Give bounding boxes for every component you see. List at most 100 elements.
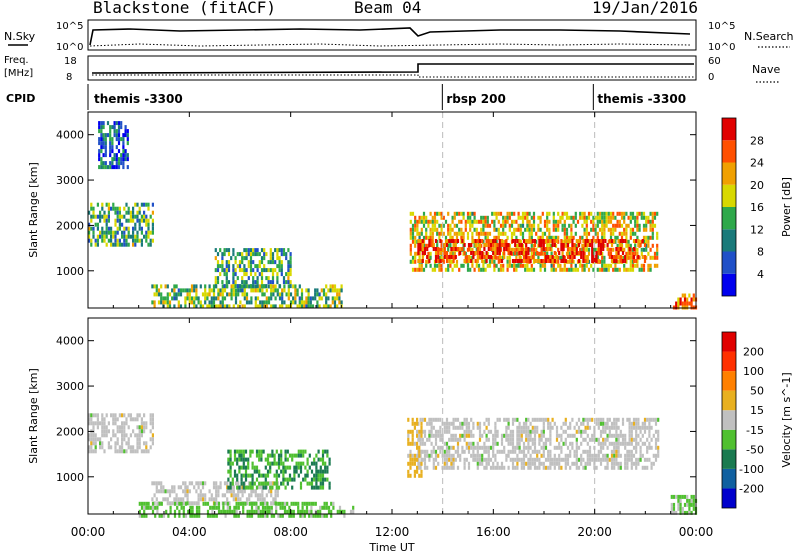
heatmap-cell xyxy=(338,505,342,510)
heatmap-cell xyxy=(143,214,146,219)
heatmap-cell xyxy=(544,441,548,446)
heatmap-cell xyxy=(649,211,652,216)
heatmap-cell xyxy=(609,219,613,224)
heatmap-cell xyxy=(493,263,496,268)
heatmap-cell xyxy=(475,219,478,224)
heatmap-cell xyxy=(110,230,113,235)
heatmap-cell xyxy=(258,449,261,454)
heatmap-cell xyxy=(488,223,492,228)
heatmap-cell xyxy=(289,260,292,265)
heatmap-cell xyxy=(628,433,631,438)
heatmap-cell xyxy=(182,501,185,506)
heatmap-cell xyxy=(485,461,488,466)
heatmap-cell xyxy=(564,417,567,422)
heatmap-cell xyxy=(472,421,475,426)
heatmap-cell xyxy=(232,485,235,490)
heatmap-cell xyxy=(631,267,635,272)
heatmap-cell xyxy=(475,227,478,232)
heatmap-cell xyxy=(158,513,161,518)
heatmap-cell xyxy=(521,231,525,236)
heatmap-cell xyxy=(151,481,154,486)
heatmap-cell xyxy=(270,501,273,506)
heatmap-cell xyxy=(115,129,118,134)
heatmap-cell xyxy=(224,513,227,518)
heatmap-cell xyxy=(628,453,631,458)
heatmap-cell xyxy=(223,296,227,301)
heatmap-cell xyxy=(239,288,242,293)
heatmap-cell xyxy=(241,493,244,498)
heatmap-cell xyxy=(233,457,237,462)
heatmap-cell xyxy=(90,441,93,446)
heatmap-cell xyxy=(132,234,135,239)
heatmap-cell xyxy=(94,214,97,219)
heatmap-cell xyxy=(630,449,633,454)
heatmap-cell xyxy=(121,433,124,438)
heatmap-cell xyxy=(113,157,116,162)
heatmap-cell xyxy=(263,268,266,273)
heatmap-cell xyxy=(326,469,329,474)
heatmap-cell xyxy=(195,288,198,293)
heatmap-cell xyxy=(277,473,281,478)
heatmap-cell xyxy=(688,510,691,515)
heatmap-cell xyxy=(573,433,576,438)
heatmap-cell xyxy=(601,251,604,256)
heatmap-cell xyxy=(591,239,594,243)
heatmap-cell xyxy=(219,300,222,305)
heatmap-cell xyxy=(199,497,202,502)
heatmap-cell xyxy=(546,215,549,220)
heatmap-cell xyxy=(428,453,431,458)
heatmap-cell xyxy=(499,211,503,216)
heatmap-cell xyxy=(641,239,644,243)
heatmap-cell xyxy=(480,267,483,272)
heatmap-cell xyxy=(641,453,644,458)
heatmap-cell xyxy=(252,276,255,281)
heatmap-cell xyxy=(581,235,584,240)
heatmap-cell xyxy=(591,247,594,251)
heatmap-cell xyxy=(630,433,633,438)
heatmap-cell xyxy=(469,211,472,216)
heatmap-cell xyxy=(315,477,318,482)
heatmap-cell xyxy=(596,223,599,228)
heatmap-cell xyxy=(518,449,521,454)
heatmap-cell xyxy=(522,461,526,466)
heatmap-cell xyxy=(445,457,449,462)
heatmap-cell xyxy=(538,243,541,247)
heatmap-cell xyxy=(285,252,288,257)
heatmap-cell xyxy=(456,465,460,470)
heatmap-cell xyxy=(614,215,617,220)
heatmap-cell xyxy=(431,227,434,232)
heatmap-cell xyxy=(102,133,105,138)
heatmap-cell xyxy=(140,505,144,510)
heatmap-cell xyxy=(263,252,266,257)
heatmap-cell xyxy=(434,457,438,462)
heatmap-cell xyxy=(113,125,116,130)
heatmap-cell xyxy=(507,247,510,251)
heatmap-cell xyxy=(222,509,225,514)
heatmap-cell xyxy=(561,251,564,256)
heatmap-cell xyxy=(604,465,607,470)
heatmap-cell xyxy=(544,417,548,422)
colorbar-swatch xyxy=(722,351,736,372)
heatmap-cell xyxy=(647,215,650,220)
heatmap-cell xyxy=(474,453,477,458)
heatmap-cell xyxy=(467,441,471,446)
heatmap-cell xyxy=(332,505,335,510)
heatmap-cell xyxy=(232,268,235,273)
heatmap-cell xyxy=(585,215,588,220)
heatmap-cell xyxy=(125,421,128,426)
heatmap-cell xyxy=(452,425,455,430)
heatmap-cell xyxy=(116,210,119,215)
heatmap-cell xyxy=(637,417,640,422)
heatmap-cell xyxy=(443,421,446,426)
heatmap-cell xyxy=(160,292,163,297)
heatmap-cell xyxy=(516,445,519,450)
heatmap-cell xyxy=(124,149,127,154)
heatmap-cell xyxy=(538,433,541,438)
heatmap-cell xyxy=(143,421,146,426)
heatmap-cell xyxy=(443,457,446,462)
heatmap-cell xyxy=(434,255,438,259)
heatmap-cell xyxy=(528,227,531,232)
heatmap-cell xyxy=(454,243,457,247)
heatmap-cell xyxy=(245,252,248,257)
heatmap-cell xyxy=(411,421,414,426)
